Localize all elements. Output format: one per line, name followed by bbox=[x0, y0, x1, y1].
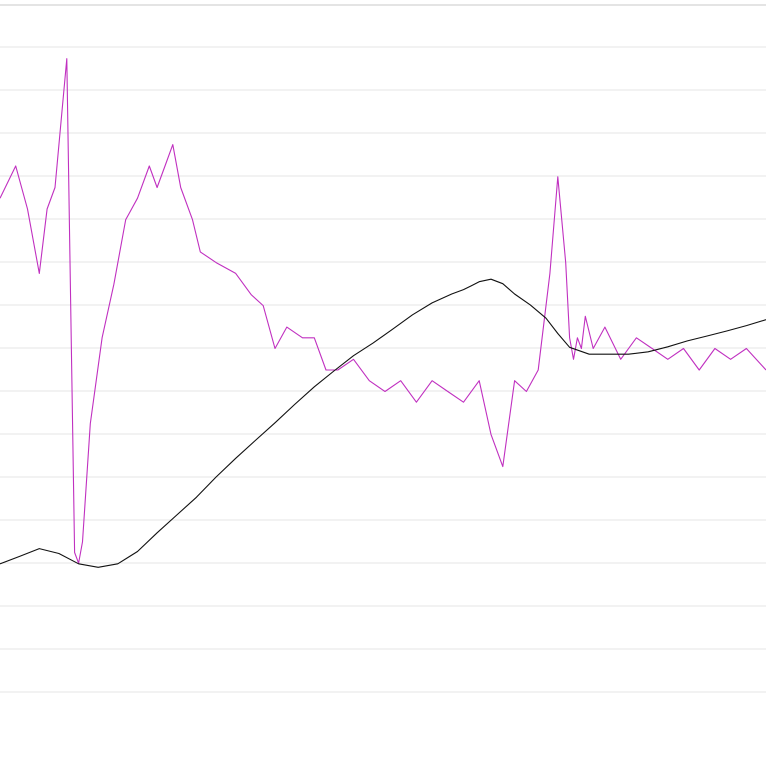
series-line-rpm bbox=[0, 278, 766, 568]
grid bbox=[0, 46, 766, 693]
series-line-afr bbox=[0, 58, 766, 564]
series-lines bbox=[0, 58, 766, 568]
